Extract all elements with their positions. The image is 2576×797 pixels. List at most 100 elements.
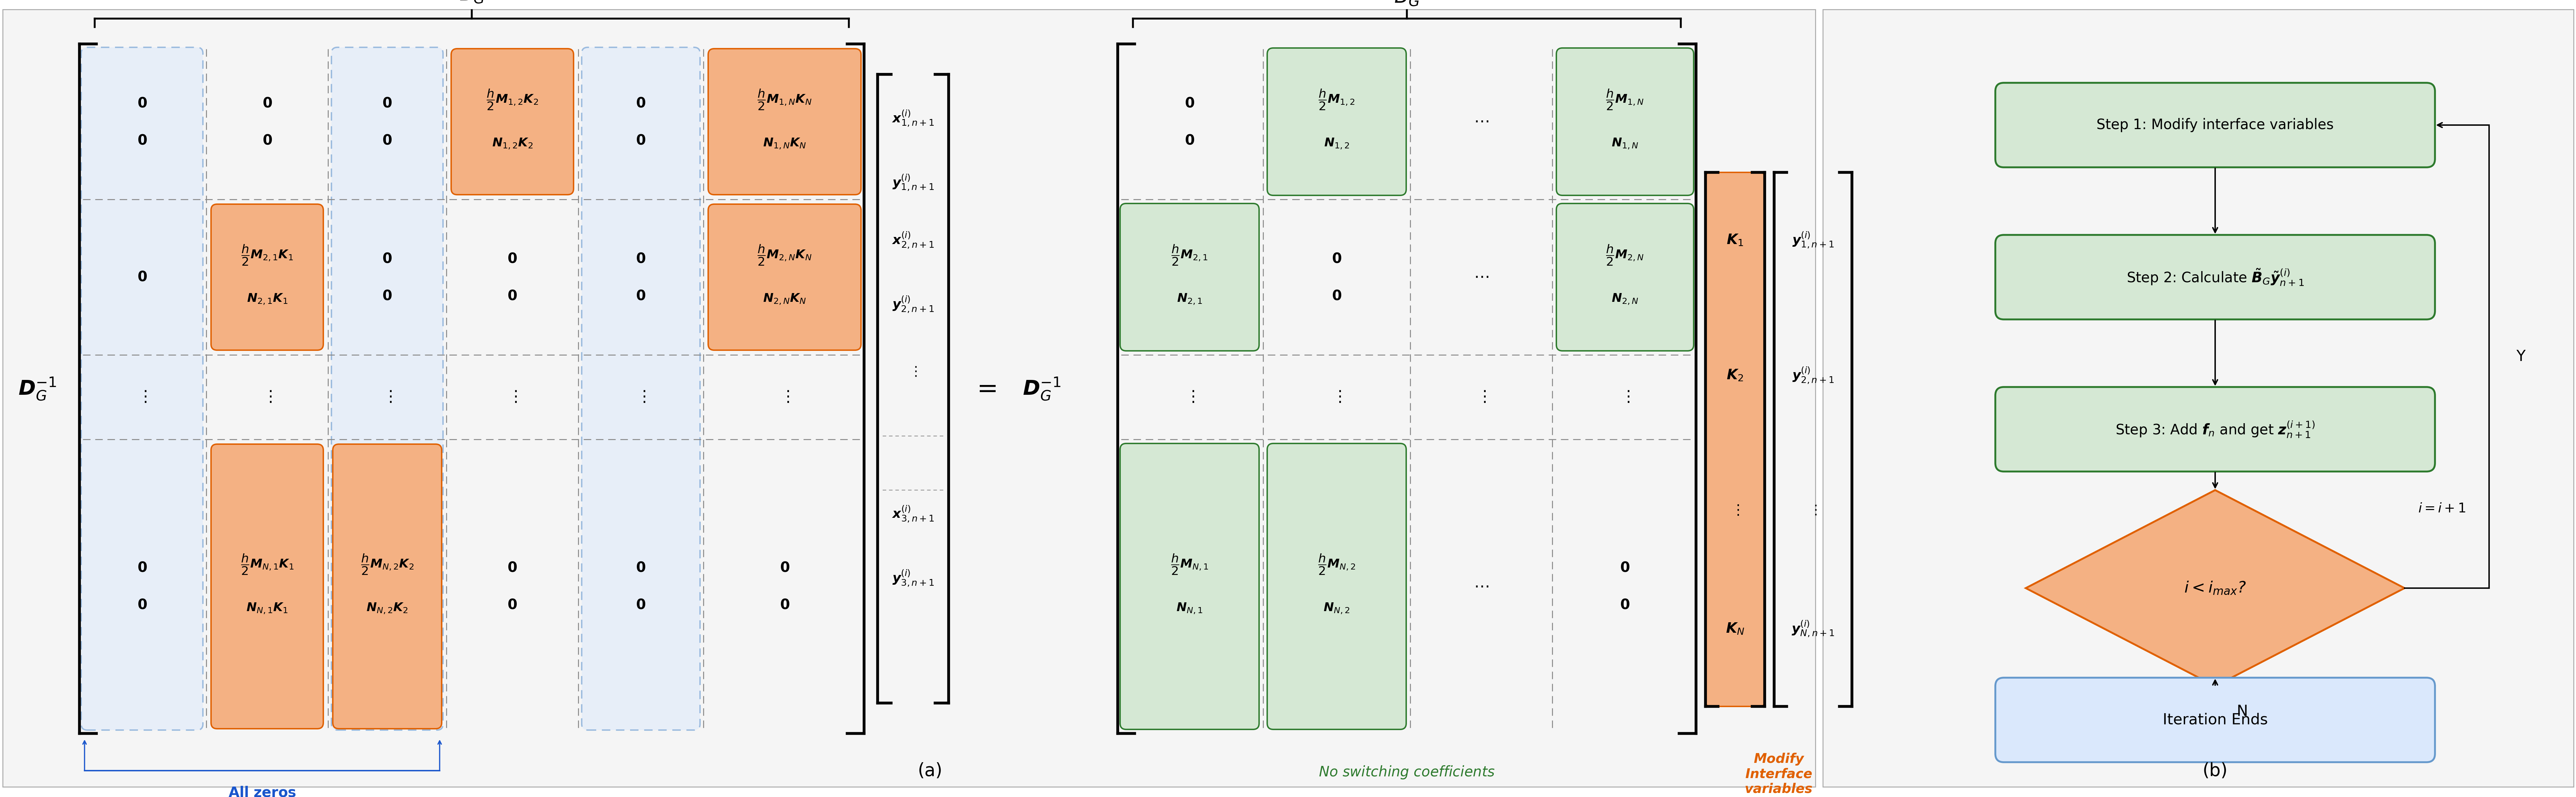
- Text: $\mathbf{0}$: $\mathbf{0}$: [381, 133, 392, 147]
- Text: $\boldsymbol{N}_{2,1}$: $\boldsymbol{N}_{2,1}$: [1177, 292, 1203, 306]
- Text: $\mathbf{0}$: $\mathbf{0}$: [507, 289, 518, 303]
- Text: Y: Y: [2517, 349, 2524, 364]
- FancyBboxPatch shape: [1996, 387, 2434, 472]
- Text: $\mathbf{0}$: $\mathbf{0}$: [137, 133, 147, 147]
- Text: $\cdots$: $\cdots$: [1473, 269, 1489, 285]
- Text: $\mathbf{0}$: $\mathbf{0}$: [263, 133, 273, 147]
- FancyBboxPatch shape: [1556, 203, 1692, 351]
- Text: $\vdots$: $\vdots$: [381, 390, 392, 405]
- FancyBboxPatch shape: [82, 47, 204, 730]
- Text: $\boldsymbol{N}_{N,2}$: $\boldsymbol{N}_{N,2}$: [1324, 602, 1350, 615]
- Text: $\vdots$: $\vdots$: [1808, 504, 1816, 516]
- Text: $\boldsymbol{N}_{N,1}\boldsymbol{K}_1$: $\boldsymbol{N}_{N,1}\boldsymbol{K}_1$: [247, 602, 289, 615]
- Text: $\boldsymbol{x}^{(i)}_{1,n+1}$: $\boldsymbol{x}^{(i)}_{1,n+1}$: [891, 109, 935, 128]
- Text: $\cdots$: $\cdots$: [1473, 114, 1489, 129]
- Text: $\mathbf{0}$: $\mathbf{0}$: [507, 252, 518, 265]
- Text: Iteration Ends: Iteration Ends: [2164, 713, 2267, 727]
- Text: $\dfrac{h}{2}\boldsymbol{M}_{N,2}$: $\dfrac{h}{2}\boldsymbol{M}_{N,2}$: [1319, 553, 1355, 576]
- Text: $\mathbf{0}$: $\mathbf{0}$: [137, 270, 147, 285]
- Text: $\it{No\ switching\ coefficients}$: $\it{No\ switching\ coefficients}$: [1319, 764, 1494, 780]
- Text: $\boldsymbol{y}^{(i)}_{2,n+1}$: $\boldsymbol{y}^{(i)}_{2,n+1}$: [891, 295, 935, 314]
- Text: $\mathbf{0}$: $\mathbf{0}$: [1620, 561, 1631, 575]
- Text: $\mathbf{0}$: $\mathbf{0}$: [1185, 133, 1195, 147]
- FancyBboxPatch shape: [332, 444, 440, 728]
- Text: $\mathbf{0}$: $\mathbf{0}$: [381, 252, 392, 265]
- FancyBboxPatch shape: [211, 444, 325, 728]
- Text: $\boldsymbol{N}_{1,N}\boldsymbol{K}_N$: $\boldsymbol{N}_{1,N}\boldsymbol{K}_N$: [762, 137, 806, 151]
- Text: $\boldsymbol{N}_{2,1}\boldsymbol{K}_1$: $\boldsymbol{N}_{2,1}\boldsymbol{K}_1$: [247, 292, 289, 306]
- Text: $\mathbf{0}$: $\mathbf{0}$: [137, 561, 147, 575]
- Text: $i<i_{max}$?: $i<i_{max}$?: [2184, 580, 2246, 596]
- Text: $\mathbf{0}$: $\mathbf{0}$: [381, 96, 392, 110]
- Text: $\boldsymbol{N}_{2,N}$: $\boldsymbol{N}_{2,N}$: [1613, 292, 1638, 306]
- Text: $\boldsymbol{x}^{(i)}_{3,n+1}$: $\boldsymbol{x}^{(i)}_{3,n+1}$: [891, 505, 935, 524]
- Text: $\vdots$: $\vdots$: [1620, 390, 1631, 405]
- Text: (b): (b): [2202, 762, 2228, 779]
- Text: $\boldsymbol{K}_1$: $\boldsymbol{K}_1$: [1726, 233, 1744, 247]
- Text: $\vdots$: $\vdots$: [1731, 503, 1739, 517]
- Text: $\cdots$: $\cdots$: [1473, 579, 1489, 594]
- Text: $\boldsymbol{N}_{N,1}$: $\boldsymbol{N}_{N,1}$: [1177, 602, 1203, 615]
- Text: $\boldsymbol{y}^{(i)}_{3,n+1}$: $\boldsymbol{y}^{(i)}_{3,n+1}$: [891, 568, 935, 587]
- Text: $\mathbf{0}$: $\mathbf{0}$: [507, 598, 518, 612]
- FancyBboxPatch shape: [1121, 203, 1260, 351]
- Text: $\boldsymbol{N}_{2,N}\boldsymbol{K}_N$: $\boldsymbol{N}_{2,N}\boldsymbol{K}_N$: [762, 292, 806, 306]
- Text: $\mathbf{0}$: $\mathbf{0}$: [781, 561, 788, 575]
- Text: $\mathbf{All\ zeros}$: $\mathbf{All\ zeros}$: [229, 786, 296, 797]
- FancyBboxPatch shape: [1705, 172, 1765, 706]
- Text: $\mathbf{0}$: $\mathbf{0}$: [137, 96, 147, 110]
- Text: $\boldsymbol{y}^{(i)}_{1,n+1}$: $\boldsymbol{y}^{(i)}_{1,n+1}$: [891, 173, 935, 192]
- Text: $\dfrac{h}{2}\boldsymbol{M}_{1,2}\boldsymbol{K}_2$: $\dfrac{h}{2}\boldsymbol{M}_{1,2}\boldsy…: [487, 88, 538, 112]
- Text: $\mathbf{0}$: $\mathbf{0}$: [636, 133, 647, 147]
- Text: $\boldsymbol{D}_G^{-1}$: $\boldsymbol{D}_G^{-1}$: [1023, 376, 1061, 402]
- Text: $\dfrac{h}{2}\boldsymbol{M}_{2,N}$: $\dfrac{h}{2}\boldsymbol{M}_{2,N}$: [1605, 244, 1643, 267]
- FancyBboxPatch shape: [1121, 443, 1260, 729]
- Text: (a): (a): [917, 762, 943, 779]
- Polygon shape: [2025, 490, 2403, 686]
- Text: $\mathbf{0}$: $\mathbf{0}$: [1620, 598, 1631, 612]
- FancyBboxPatch shape: [708, 49, 860, 194]
- Text: $\mathbf{0}$: $\mathbf{0}$: [1185, 96, 1195, 110]
- Text: $\boldsymbol{K}_2$: $\boldsymbol{K}_2$: [1726, 368, 1744, 383]
- Text: $\boldsymbol{N}_{N,2}\boldsymbol{K}_2$: $\boldsymbol{N}_{N,2}\boldsymbol{K}_2$: [366, 602, 407, 615]
- Text: $\dfrac{h}{2}\boldsymbol{M}_{1,N}\boldsymbol{K}_N$: $\dfrac{h}{2}\boldsymbol{M}_{1,N}\boldsy…: [757, 88, 811, 112]
- Text: $\mathbf{0}$: $\mathbf{0}$: [781, 598, 788, 612]
- Text: $\mathbf{0}$: $\mathbf{0}$: [381, 289, 392, 303]
- FancyBboxPatch shape: [1267, 443, 1406, 729]
- FancyBboxPatch shape: [332, 47, 443, 730]
- Text: $B_G$: $B_G$: [459, 0, 484, 5]
- Text: $\mathbf{0}$: $\mathbf{0}$: [636, 289, 647, 303]
- Text: $\boldsymbol{N}_{1,2}$: $\boldsymbol{N}_{1,2}$: [1324, 137, 1350, 151]
- Text: $\vdots$: $\vdots$: [636, 390, 647, 405]
- Text: $\mathbf{0}$: $\mathbf{0}$: [507, 561, 518, 575]
- Text: $\boldsymbol{N}_{1,2}\boldsymbol{K}_2$: $\boldsymbol{N}_{1,2}\boldsymbol{K}_2$: [492, 137, 533, 151]
- Text: $\boldsymbol{K}_N$: $\boldsymbol{K}_N$: [1726, 622, 1744, 636]
- Text: $\mathbf{0}$: $\mathbf{0}$: [263, 96, 273, 110]
- FancyBboxPatch shape: [582, 47, 701, 730]
- FancyBboxPatch shape: [211, 204, 325, 350]
- Text: N: N: [2236, 705, 2249, 719]
- FancyBboxPatch shape: [1556, 48, 1692, 195]
- Bar: [1824, 10, 2573, 787]
- Bar: [3, 10, 1816, 787]
- FancyBboxPatch shape: [1996, 235, 2434, 320]
- FancyBboxPatch shape: [1996, 677, 2434, 762]
- FancyBboxPatch shape: [1996, 83, 2434, 167]
- Text: $\boldsymbol{x}^{(i)}_{2,n+1}$: $\boldsymbol{x}^{(i)}_{2,n+1}$: [891, 230, 935, 249]
- FancyBboxPatch shape: [451, 49, 574, 194]
- Text: $\mathbf{0}$: $\mathbf{0}$: [1332, 252, 1342, 265]
- Text: $\dfrac{h}{2}\boldsymbol{M}_{N,1}$: $\dfrac{h}{2}\boldsymbol{M}_{N,1}$: [1170, 553, 1208, 576]
- Text: $\vdots$: $\vdots$: [1332, 390, 1342, 405]
- Text: $\dfrac{h}{2}\boldsymbol{M}_{2,1}\boldsymbol{K}_1$: $\dfrac{h}{2}\boldsymbol{M}_{2,1}\boldsy…: [242, 244, 294, 267]
- Text: $\dfrac{h}{2}\boldsymbol{M}_{1,2}$: $\dfrac{h}{2}\boldsymbol{M}_{1,2}$: [1319, 88, 1355, 112]
- Text: $\boldsymbol{N}_{1,N}$: $\boldsymbol{N}_{1,N}$: [1613, 137, 1638, 151]
- Text: $\vdots$: $\vdots$: [909, 365, 917, 379]
- Text: $=$: $=$: [971, 376, 997, 401]
- Text: $\vdots$: $\vdots$: [1185, 390, 1195, 405]
- Text: $\boldsymbol{y}^{(i)}_{1,n+1}$: $\boldsymbol{y}^{(i)}_{1,n+1}$: [1793, 230, 1834, 249]
- Text: $\dfrac{h}{2}\boldsymbol{M}_{N,1}\boldsymbol{K}_1$: $\dfrac{h}{2}\boldsymbol{M}_{N,1}\boldsy…: [240, 553, 294, 576]
- Text: $\dfrac{h}{2}\boldsymbol{M}_{N,2}\boldsymbol{K}_2$: $\dfrac{h}{2}\boldsymbol{M}_{N,2}\boldsy…: [361, 553, 415, 576]
- Text: $\dfrac{h}{2}\boldsymbol{M}_{1,N}$: $\dfrac{h}{2}\boldsymbol{M}_{1,N}$: [1605, 88, 1643, 112]
- Text: $\vdots$: $\vdots$: [781, 390, 788, 405]
- Text: $\tilde{B}_G$: $\tilde{B}_G$: [1394, 0, 1419, 7]
